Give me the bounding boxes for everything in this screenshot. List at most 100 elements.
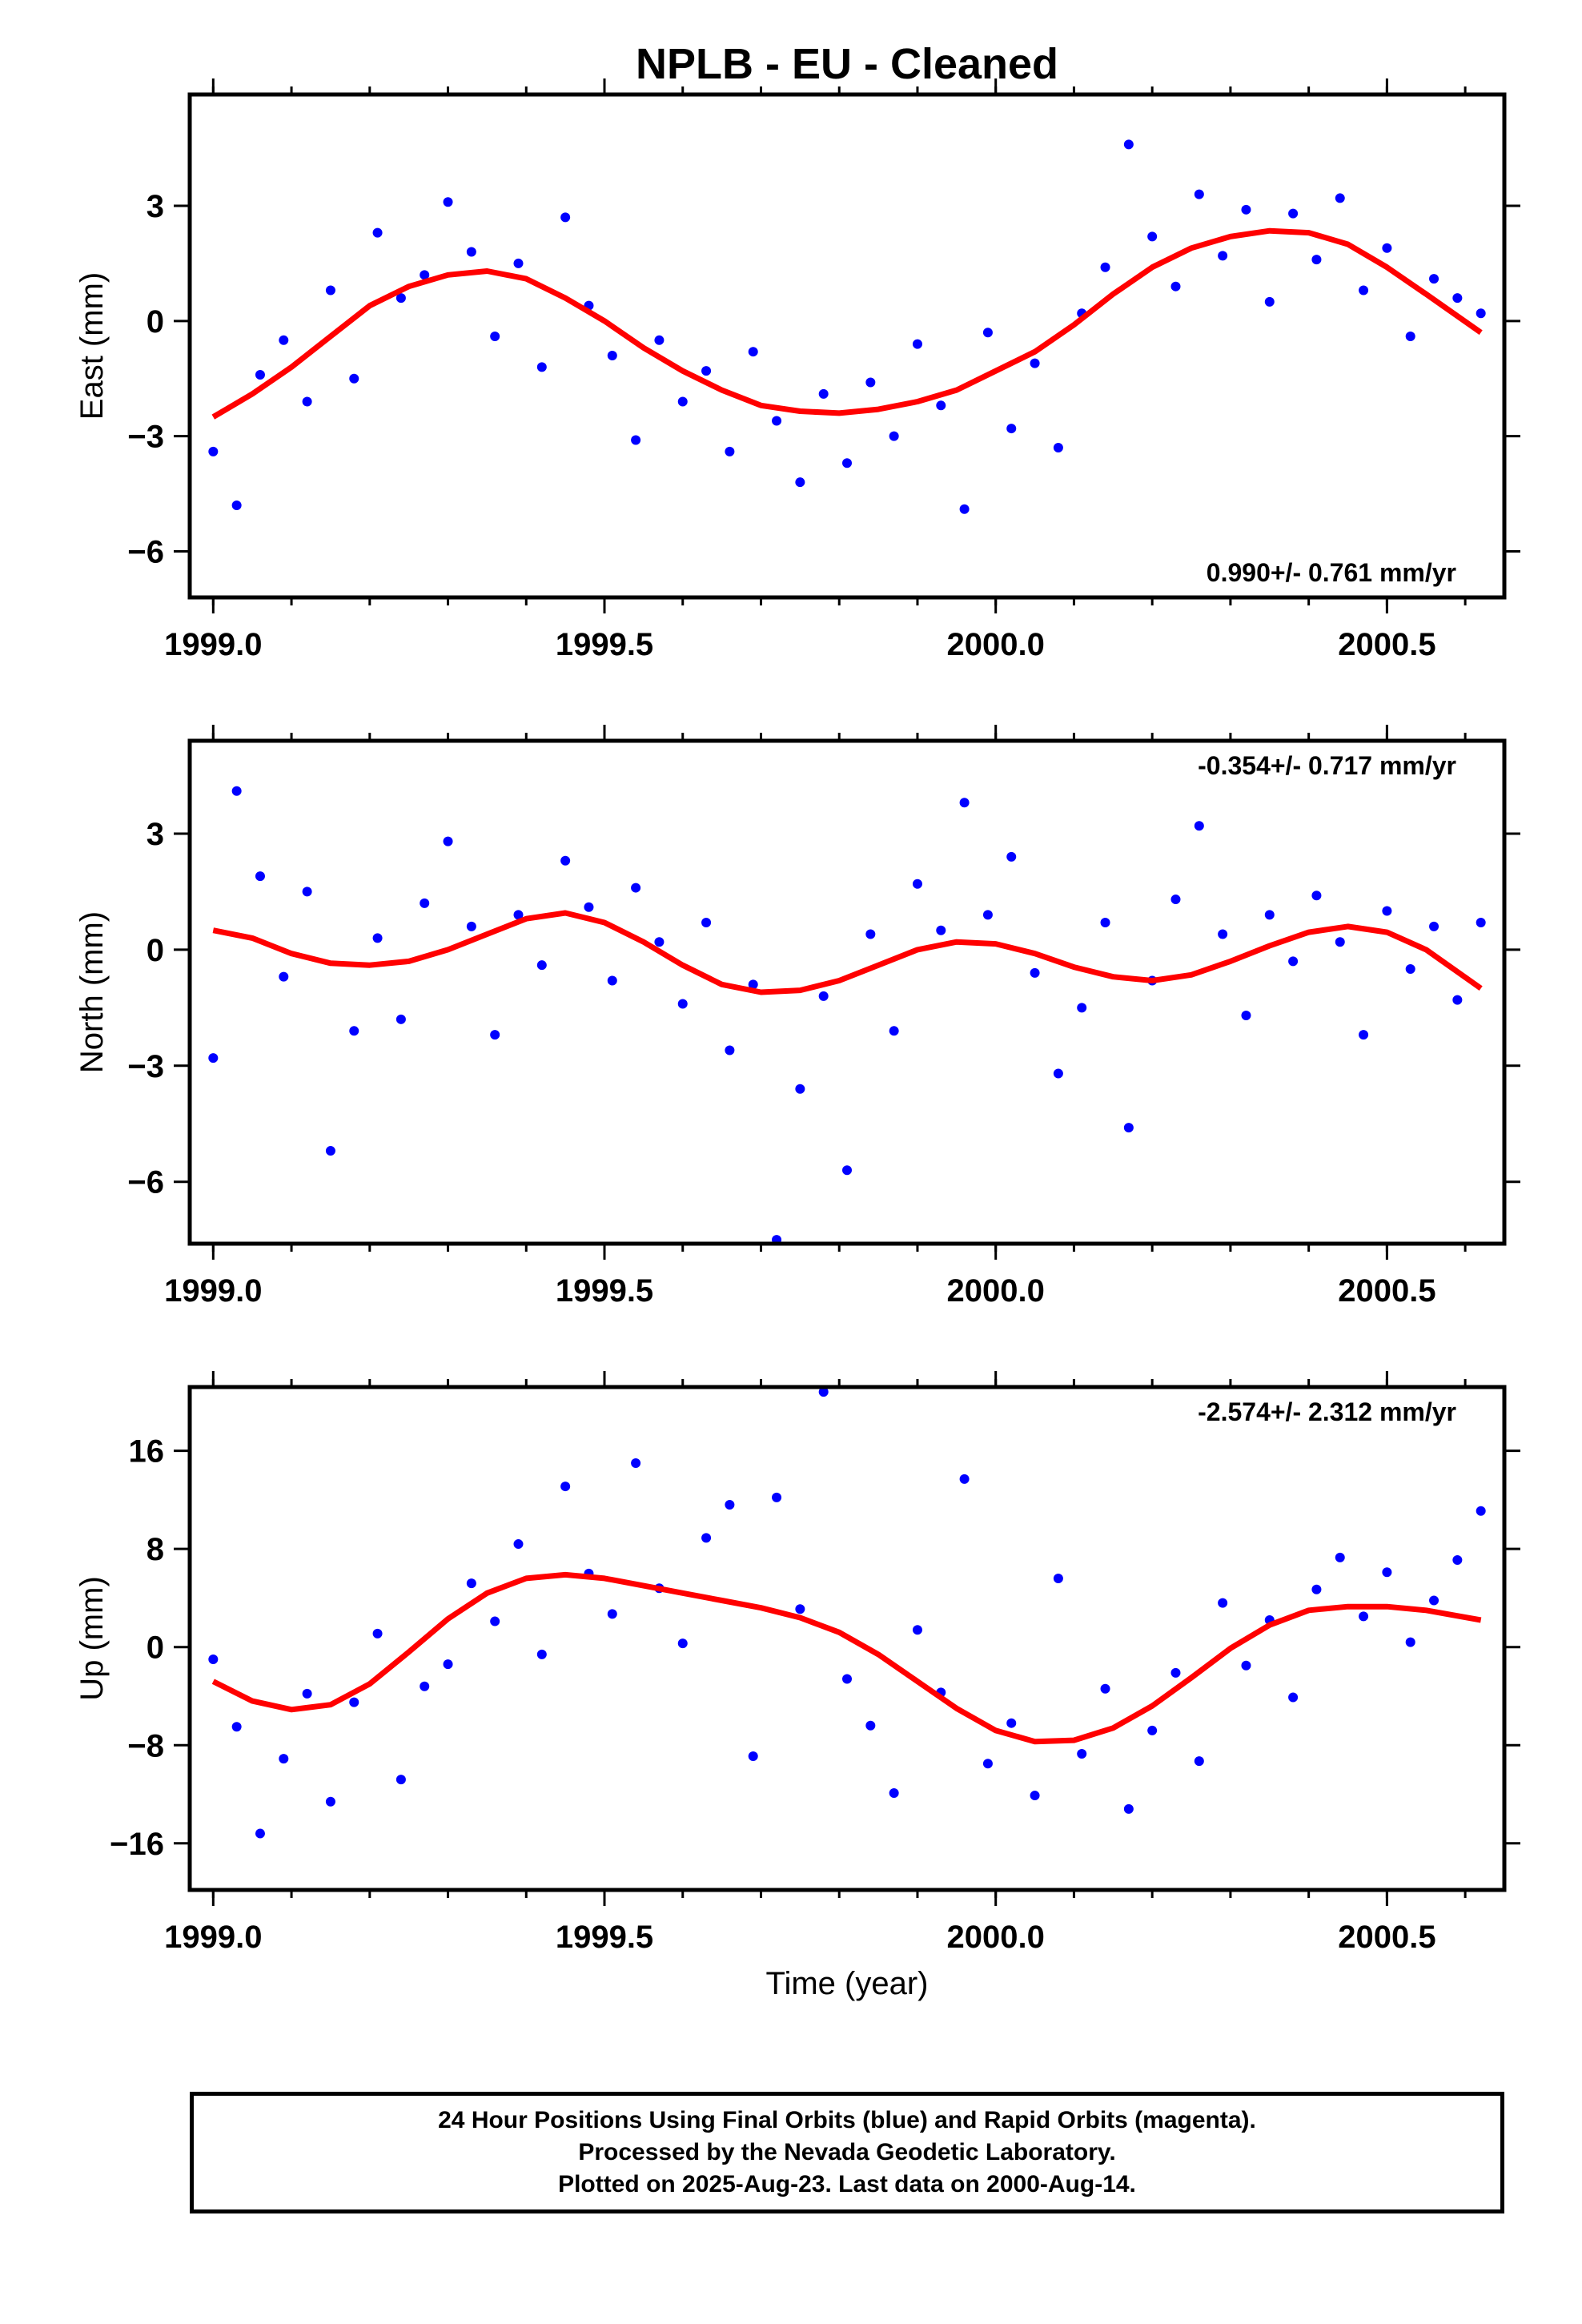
east-data-point	[513, 258, 524, 268]
north-data-point	[255, 871, 265, 882]
east-y-tick-label: 0	[147, 304, 164, 340]
north-y-tick-label: 3	[147, 817, 164, 852]
east-y-tick-label: −6	[127, 534, 164, 569]
up-data-point	[1476, 1506, 1486, 1516]
north-data-point	[818, 991, 829, 1001]
up-data-point	[536, 1649, 547, 1659]
north-data-point	[1030, 967, 1040, 978]
north-data-point	[349, 1026, 359, 1036]
up-data-point	[1006, 1718, 1017, 1728]
up-data-point	[631, 1458, 641, 1468]
up-data-point	[842, 1674, 852, 1684]
east-y-axis-label: East (mm)	[74, 272, 110, 420]
east-data-point	[1382, 243, 1392, 253]
east-data-point	[818, 388, 829, 399]
east-data-point	[842, 458, 852, 468]
north-x-tick-label: 1999.0	[164, 1273, 262, 1309]
up-x-tick-label: 1999.5	[556, 1920, 653, 1955]
up-y-tick-label: 16	[129, 1434, 165, 1470]
north-data-point	[1311, 891, 1322, 901]
up-y-axis-label: Up (mm)	[74, 1576, 110, 1701]
up-data-point	[302, 1688, 312, 1699]
up-data-point	[1030, 1791, 1040, 1801]
east-data-point	[1405, 332, 1415, 342]
north-data-point	[1077, 1003, 1087, 1013]
up-data-point	[513, 1539, 524, 1550]
up-data-point	[865, 1720, 876, 1731]
north-data-point	[584, 902, 594, 912]
east-x-tick-label: 2000.5	[1338, 627, 1435, 662]
north-data-point	[1218, 929, 1228, 939]
up-data-point	[1241, 1660, 1251, 1671]
east-data-point	[1030, 358, 1040, 368]
north-data-point	[396, 1014, 406, 1024]
north-data-point	[1241, 1010, 1251, 1020]
up-data-point	[1405, 1637, 1415, 1647]
north-data-point	[1053, 1068, 1063, 1079]
up-y-tick-label: −16	[110, 1827, 164, 1862]
up-data-point	[231, 1722, 242, 1732]
east-data-point	[490, 332, 500, 342]
north-data-point	[772, 1235, 782, 1244]
up-data-point	[1218, 1598, 1228, 1608]
north-data-point	[654, 937, 665, 947]
up-data-point	[1452, 1554, 1463, 1565]
east-data-point	[208, 446, 219, 456]
caption-line-3: Plotted on 2025-Aug-23. Last data on 200…	[558, 2171, 1136, 2197]
north-panel: 1999.0 1999.5 2000.0 2000.5 −6 −3 0 3 -0.354+/- …	[74, 725, 1520, 1309]
up-data-point	[677, 1638, 688, 1649]
east-data-point	[1288, 208, 1299, 219]
up-data-point	[560, 1482, 571, 1492]
up-velocity-label: -2.574+/- 2.312 mm/yr	[1198, 1397, 1456, 1426]
up-plot-frame	[187, 1385, 1507, 1892]
up-data-point	[443, 1659, 453, 1670]
east-data-point	[912, 339, 922, 349]
east-data-point	[1006, 424, 1017, 434]
north-data-point	[466, 921, 476, 931]
east-data-point	[725, 446, 735, 456]
caption-box: 24 Hour Positions Using Final Orbits (bl…	[190, 2092, 1504, 2213]
up-data-point	[208, 1655, 219, 1665]
up-data-point	[255, 1828, 265, 1839]
east-data-point	[1123, 139, 1134, 150]
east-data-point	[936, 400, 946, 411]
east-data-point	[536, 362, 547, 372]
figure-title: NPLB - EU - Cleaned	[636, 40, 1058, 88]
east-data-point	[1170, 281, 1181, 292]
north-data-point	[279, 971, 289, 982]
east-data-point	[420, 270, 430, 280]
east-data-point	[255, 369, 265, 380]
north-data-point	[1476, 918, 1486, 928]
north-y-tick-label: −3	[127, 1049, 164, 1084]
up-data-point	[466, 1578, 476, 1589]
up-data-point	[795, 1604, 805, 1614]
east-x-tick-label: 1999.0	[164, 627, 262, 662]
up-data-point	[725, 1500, 735, 1510]
north-data-point	[372, 933, 383, 943]
north-data-point	[1194, 821, 1204, 831]
up-data-point	[748, 1751, 758, 1762]
north-data-point	[959, 798, 970, 808]
north-fit-line	[212, 910, 1483, 995]
east-data-point	[1053, 443, 1063, 453]
north-data-point	[842, 1165, 852, 1176]
north-data-point	[536, 960, 547, 971]
north-data-point	[1170, 895, 1181, 905]
up-data-point	[1100, 1683, 1110, 1694]
east-data-point	[443, 197, 453, 207]
north-x-tick-label: 2000.0	[947, 1273, 1045, 1309]
north-data-point	[912, 879, 922, 889]
east-y-tick-label: −3	[127, 420, 164, 455]
north-data-point	[231, 786, 242, 796]
north-x-tick-label: 1999.5	[556, 1273, 653, 1309]
caption-line-2: Processed by the Nevada Geodetic Laborat…	[578, 2139, 1116, 2165]
east-panel: 1999.0 1999.5 2000.0 2000.5 −6 −3 0 3 0.990+/- 0…	[74, 78, 1520, 662]
up-data-point	[420, 1681, 430, 1691]
up-data-point	[772, 1492, 782, 1502]
east-data-point	[701, 366, 712, 376]
east-data-point	[631, 435, 641, 445]
up-x-tick-label: 2000.0	[947, 1920, 1045, 1955]
north-data-point	[1288, 956, 1299, 967]
up-fit-line	[211, 1571, 1482, 1745]
up-data-point	[1335, 1552, 1345, 1562]
